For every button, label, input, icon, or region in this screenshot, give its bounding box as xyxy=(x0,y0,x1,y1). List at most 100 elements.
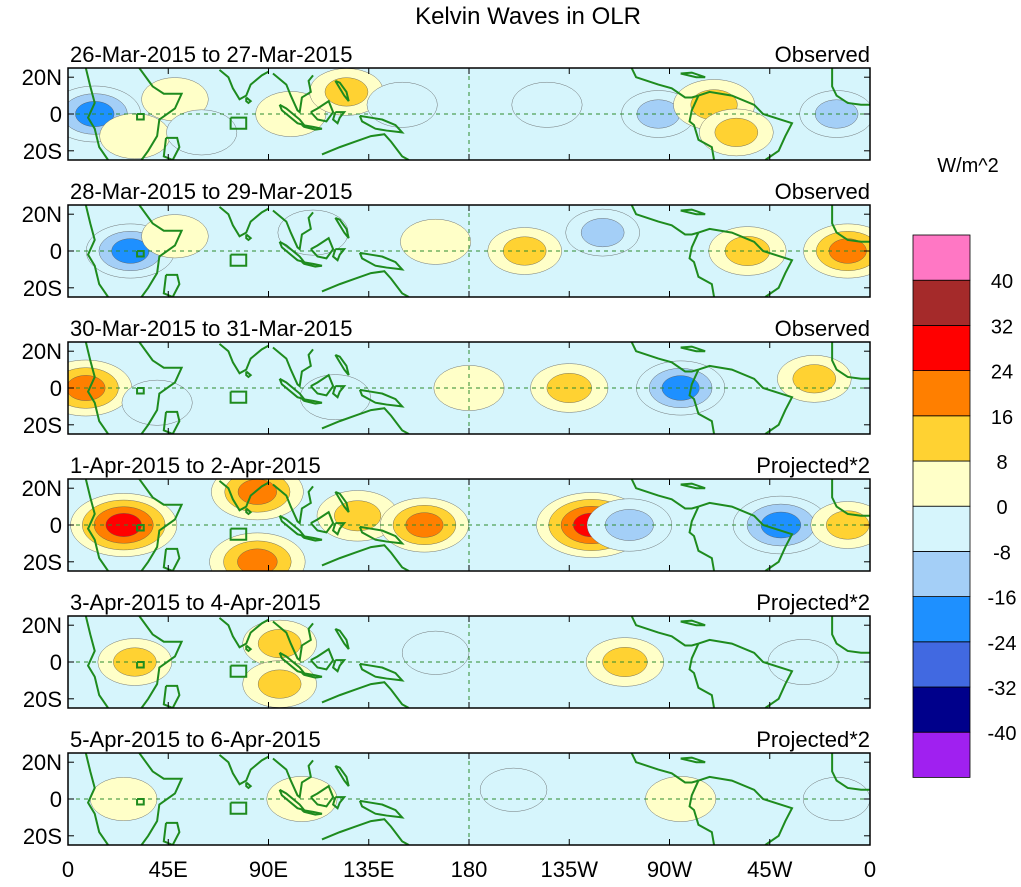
colorbar-swatch-1 xyxy=(912,731,971,778)
coastline-indochina xyxy=(272,346,314,389)
y-tick-label: 0 xyxy=(50,376,62,401)
coastline-australia xyxy=(321,544,410,571)
y-tick-label: 0 xyxy=(50,787,62,812)
coastline-borneo xyxy=(310,784,335,808)
coastline-borneo xyxy=(310,99,335,123)
coastline-java xyxy=(301,398,323,405)
coastline-africa-coast xyxy=(84,205,109,297)
coastline-philippines xyxy=(334,216,350,239)
y-tick-label: 20N xyxy=(22,476,62,501)
coastline-borneo xyxy=(310,510,335,534)
coastline-africa-east-coast xyxy=(138,616,184,708)
coastline-africa-east-coast xyxy=(138,753,184,845)
coastline-new-guinea xyxy=(358,251,405,271)
coastline-india xyxy=(218,206,269,238)
coastline-sulawesi xyxy=(331,522,347,536)
anomaly-contour-2-3 xyxy=(237,479,277,505)
y-tick-label: 20S xyxy=(23,550,62,575)
coastline-central-america xyxy=(630,342,699,373)
colorbar-swatch-2 xyxy=(912,686,971,733)
coastline-new-guinea xyxy=(358,388,405,408)
coastline-sri-lanka xyxy=(245,370,253,379)
coastline-south-america-west xyxy=(688,95,716,160)
panel-6: 20N 0 20S 5-Apr-2015 to 6-Apr-2015 Projected… xyxy=(22,727,871,849)
x-tick-label: 135W xyxy=(541,857,599,882)
anomaly-field xyxy=(68,342,870,434)
y-tick-label: 20S xyxy=(23,824,62,849)
coastline-india xyxy=(218,480,269,512)
colorbar-swatch-8 xyxy=(912,415,971,462)
coastline-africa-coast xyxy=(84,616,109,708)
coastline-india xyxy=(218,69,269,101)
colorbar-level-label: 16 xyxy=(991,407,1013,429)
coastline-indochina xyxy=(272,209,314,252)
index-box-outline xyxy=(229,390,248,404)
anomaly-field xyxy=(68,753,870,845)
coastline-madagascar xyxy=(162,273,181,297)
coastline-madagascar xyxy=(162,136,181,160)
panel-period-label: 3-Apr-2015 to 4-Apr-2015 xyxy=(70,590,321,615)
coastline-africa-coast xyxy=(84,342,109,434)
x-tick-label: 135E xyxy=(343,857,394,882)
coastline-west-africa xyxy=(831,342,870,380)
anomaly-field xyxy=(68,205,870,297)
coastline-west-africa xyxy=(831,205,870,243)
x-tick-label: 45W xyxy=(747,857,792,882)
anomaly-contour-11-2 xyxy=(714,117,759,147)
y-tick-label: 20N xyxy=(22,202,62,227)
coastline-java xyxy=(301,672,323,679)
coastline-africa-east-coast xyxy=(138,479,184,571)
coastline-new-guinea xyxy=(358,662,405,682)
panel-source-label: Projected*2 xyxy=(756,727,870,752)
coastline-south-america-west xyxy=(688,232,716,297)
coastline-sulawesi xyxy=(331,111,347,125)
panel-2: 20N 0 20S 28-Mar-2015 to 29-Mar-2015 Observe… xyxy=(22,179,871,301)
colorbar-units-label: W/m^2 xyxy=(937,155,999,177)
colorbar-swatch-12 xyxy=(912,234,971,281)
y-tick-label: 20S xyxy=(23,139,62,164)
anomaly-contour-5-2 xyxy=(546,373,592,403)
coastline-sri-lanka xyxy=(245,507,253,516)
anomaly-field xyxy=(68,479,870,571)
anomaly-contour-6-1 xyxy=(767,639,839,685)
panel-period-label: 28-Mar-2015 to 29-Mar-2015 xyxy=(70,179,352,204)
colorbar-level-label: 32 xyxy=(991,316,1013,338)
y-tick-label: 20N xyxy=(22,65,62,90)
anomaly-contour-2-2 xyxy=(257,629,302,659)
colorbar-level-label: -40 xyxy=(988,723,1017,745)
coastline-sri-lanka xyxy=(245,781,253,790)
coastline-java xyxy=(301,535,323,542)
y-tick-label: 20S xyxy=(23,687,62,712)
coastline-java xyxy=(301,809,323,816)
index-box-outline xyxy=(229,527,248,541)
anomaly-contour-4-1 xyxy=(166,109,238,156)
x-tick-label: 0 xyxy=(864,857,876,882)
coastline-india xyxy=(218,754,269,786)
y-tick-label: 20S xyxy=(23,413,62,438)
x-tick-label: 90W xyxy=(647,857,692,882)
coastline-indochina xyxy=(272,72,314,115)
coastline-south-america xyxy=(698,501,794,571)
index-box-outline xyxy=(229,253,248,267)
coastline-australia xyxy=(321,818,410,845)
coastline-java xyxy=(301,261,323,268)
coastline-sri-lanka xyxy=(245,233,253,242)
y-tick-label: 0 xyxy=(50,513,62,538)
panel-period-label: 5-Apr-2015 to 6-Apr-2015 xyxy=(70,727,321,752)
panel-period-label: 30-Mar-2015 to 31-Mar-2015 xyxy=(70,316,352,341)
coastline-central-america xyxy=(630,205,699,236)
coastline-south-america xyxy=(698,364,794,434)
coastline-lake-victoria xyxy=(136,524,145,532)
coastline-madagascar xyxy=(162,821,181,845)
panel-3: 20N 0 20S 30-Mar-2015 to 31-Mar-2015 Observe… xyxy=(22,316,871,438)
y-tick-label: 0 xyxy=(50,650,62,675)
panel-1: 20N 0 20S 26-Mar-2015 to 27-Mar-2015 Observe… xyxy=(22,42,871,164)
x-tick-label: 180 xyxy=(451,857,488,882)
y-tick-label: 20S xyxy=(23,276,62,301)
anomaly-contour-7-1 xyxy=(366,82,438,128)
panel-period-label: 1-Apr-2015 to 2-Apr-2015 xyxy=(70,453,321,478)
colorbar-level-label: 24 xyxy=(991,362,1013,384)
colorbar-level-label: 8 xyxy=(996,452,1007,474)
coastline-lake-victoria xyxy=(136,798,145,806)
colorbar-level-label: -8 xyxy=(993,542,1011,564)
